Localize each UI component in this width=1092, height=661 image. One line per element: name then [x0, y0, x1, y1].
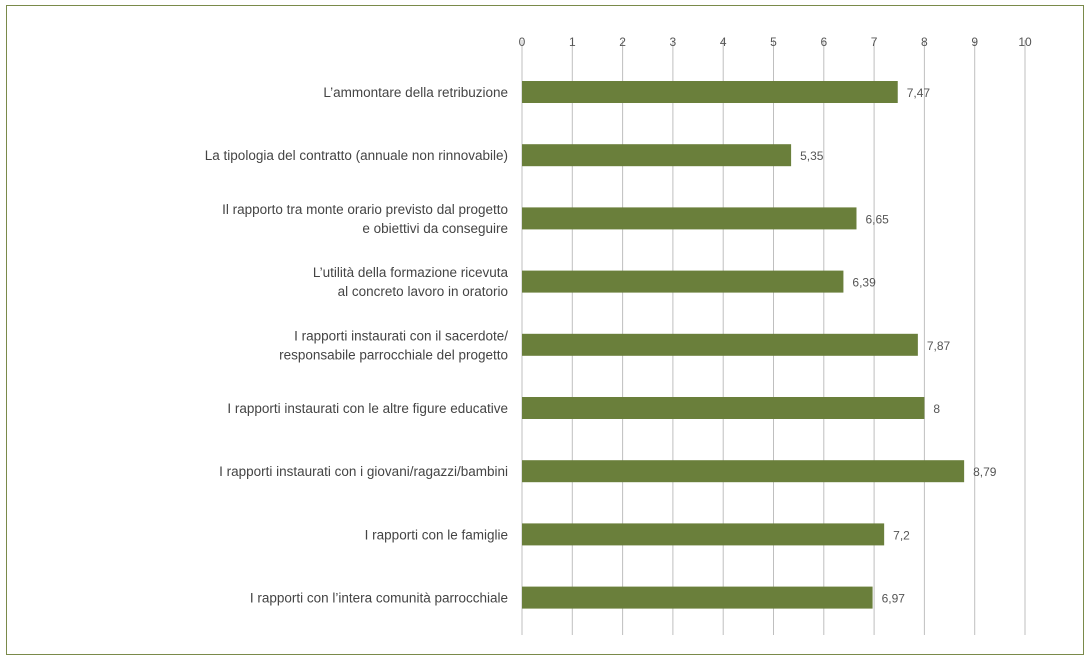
bar — [522, 397, 925, 419]
x-tick-label: 0 — [519, 35, 526, 49]
category-label: I rapporti con l’intera comunità parrocc… — [250, 591, 508, 606]
bar — [522, 333, 918, 356]
x-tick-label: 5 — [770, 35, 777, 49]
data-label: 6,97 — [882, 592, 906, 606]
bar — [522, 586, 873, 609]
x-tick-label: 10 — [1018, 35, 1032, 49]
category-label: e obiettivi da conseguire — [362, 221, 508, 236]
category-label: I rapporti instaurati con le altre figur… — [227, 401, 508, 416]
bar — [522, 144, 792, 167]
data-label: 8,79 — [973, 465, 997, 479]
x-tick-label: 6 — [820, 35, 827, 49]
bars — [522, 81, 965, 609]
x-tick-label: 9 — [971, 35, 978, 49]
bar — [522, 207, 857, 230]
x-tick-label: 7 — [871, 35, 878, 49]
bar — [522, 270, 844, 293]
x-tick-label: 1 — [569, 35, 576, 49]
data-label: 6,65 — [865, 212, 889, 226]
category-label: I rapporti instaurati con il sacerdote/ — [294, 328, 508, 343]
bar — [522, 460, 965, 483]
bar — [522, 523, 885, 546]
data-label: 5,35 — [800, 149, 824, 163]
x-tick-label: 2 — [619, 35, 626, 49]
x-tick-label: 4 — [720, 35, 727, 49]
x-axis-ticks: 0 1 2 3 4 5 6 7 8 9 10 — [519, 35, 1032, 49]
bar — [522, 81, 898, 103]
category-label: Il rapporto tra monte orario previsto da… — [222, 202, 508, 217]
category-label: L’ammontare della retribuzione — [323, 85, 508, 100]
data-labels: 7,47 5,35 6,65 6,39 7,87 8 8,79 7,2 6,97 — [800, 86, 997, 606]
category-label: I rapporti instaurati con i giovani/raga… — [219, 464, 508, 479]
category-label: responsabile parrocchiale del progetto — [279, 347, 508, 362]
category-label: al concreto lavoro in oratorio — [338, 284, 508, 299]
data-label: 6,39 — [852, 276, 876, 290]
x-tick-label: 3 — [670, 35, 677, 49]
category-label: I rapporti con le famiglie — [365, 527, 508, 542]
x-tick-label: 8 — [921, 35, 928, 49]
data-label: 7,47 — [907, 86, 931, 100]
category-label: La tipologia del contratto (annuale non … — [205, 148, 508, 163]
data-label: 7,2 — [893, 528, 910, 542]
data-label: 7,87 — [927, 339, 951, 353]
chart-frame — [6, 5, 1084, 655]
category-labels: L’ammontare della retribuzione La tipolog… — [205, 85, 509, 606]
data-label: 8 — [933, 402, 940, 416]
category-label: L’utilità della formazione ricevuta — [313, 265, 509, 280]
